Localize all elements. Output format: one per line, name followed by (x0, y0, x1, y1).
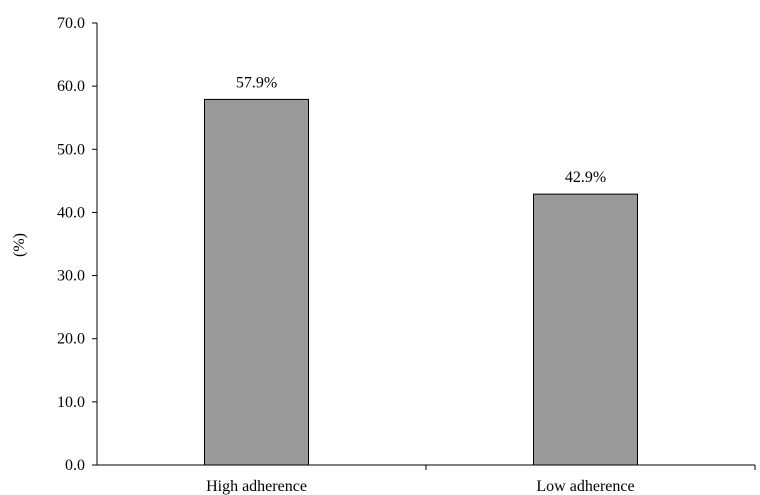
y-tick-label: 10.0 (57, 394, 85, 411)
y-tick-label: 70.0 (57, 15, 85, 32)
y-axis-title: (%) (11, 233, 28, 257)
y-tick-label: 30.0 (57, 268, 85, 285)
bars (204, 98, 638, 466)
bar-low-adherence (533, 193, 638, 466)
bar-high-adherence (204, 98, 309, 466)
y-tick-label: 0.0 (65, 457, 85, 474)
data-labels: 57.9% 42.9% (236, 74, 606, 186)
data-label: 57.9% (236, 74, 277, 91)
y-axis-ticks: 0.0 10.0 20.0 30.0 40.0 50.0 60.0 70.0 (57, 15, 97, 474)
x-tick-label: High adherence (206, 478, 307, 495)
y-tick-label: 40.0 (57, 204, 85, 221)
y-tick-label: 60.0 (57, 78, 85, 95)
x-tick-label: Low adherence (536, 478, 634, 495)
x-axis-tick-labels: High adherence Low adherence (206, 465, 756, 495)
y-tick-label: 20.0 (57, 331, 85, 348)
data-label: 42.9% (565, 169, 606, 186)
y-tick-label: 50.0 (57, 141, 85, 158)
